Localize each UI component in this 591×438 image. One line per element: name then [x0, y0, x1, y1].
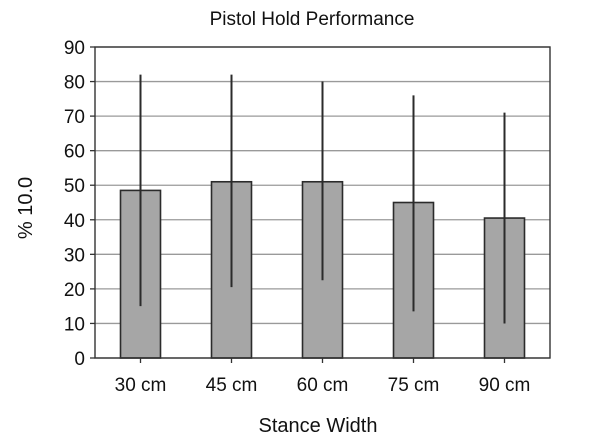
y-tick-label: 20 — [64, 280, 85, 301]
x-tick-labels: 30 cm 45 cm 60 cm 75 cm 90 cm — [115, 358, 531, 396]
x-tick-label: 90 cm — [479, 375, 531, 396]
chart-title: Pistol Hold Performance — [210, 9, 415, 30]
x-tick-label: 45 cm — [206, 375, 258, 396]
y-tick-label: 90 — [64, 38, 85, 59]
y-tick-label: 70 — [64, 107, 85, 128]
y-tick-label: 10 — [64, 314, 85, 335]
y-tick-label: 60 — [64, 142, 85, 163]
y-tick-label: 80 — [64, 73, 85, 94]
x-tick-label: 60 cm — [297, 375, 349, 396]
y-tick-label: 50 — [64, 176, 85, 197]
x-tick-label: 30 cm — [115, 375, 167, 396]
y-tick-label: 40 — [64, 211, 85, 232]
x-axis-label: Stance Width — [259, 415, 378, 437]
error-bars — [139, 74, 506, 324]
y-axis-label: % 10.0 — [15, 177, 37, 239]
y-tick-label: 30 — [64, 245, 85, 266]
y-tick-labels: 0 10 20 30 40 50 60 70 80 90 — [64, 38, 95, 370]
y-tick-label: 0 — [74, 349, 85, 370]
x-tick-label: 75 cm — [388, 375, 440, 396]
